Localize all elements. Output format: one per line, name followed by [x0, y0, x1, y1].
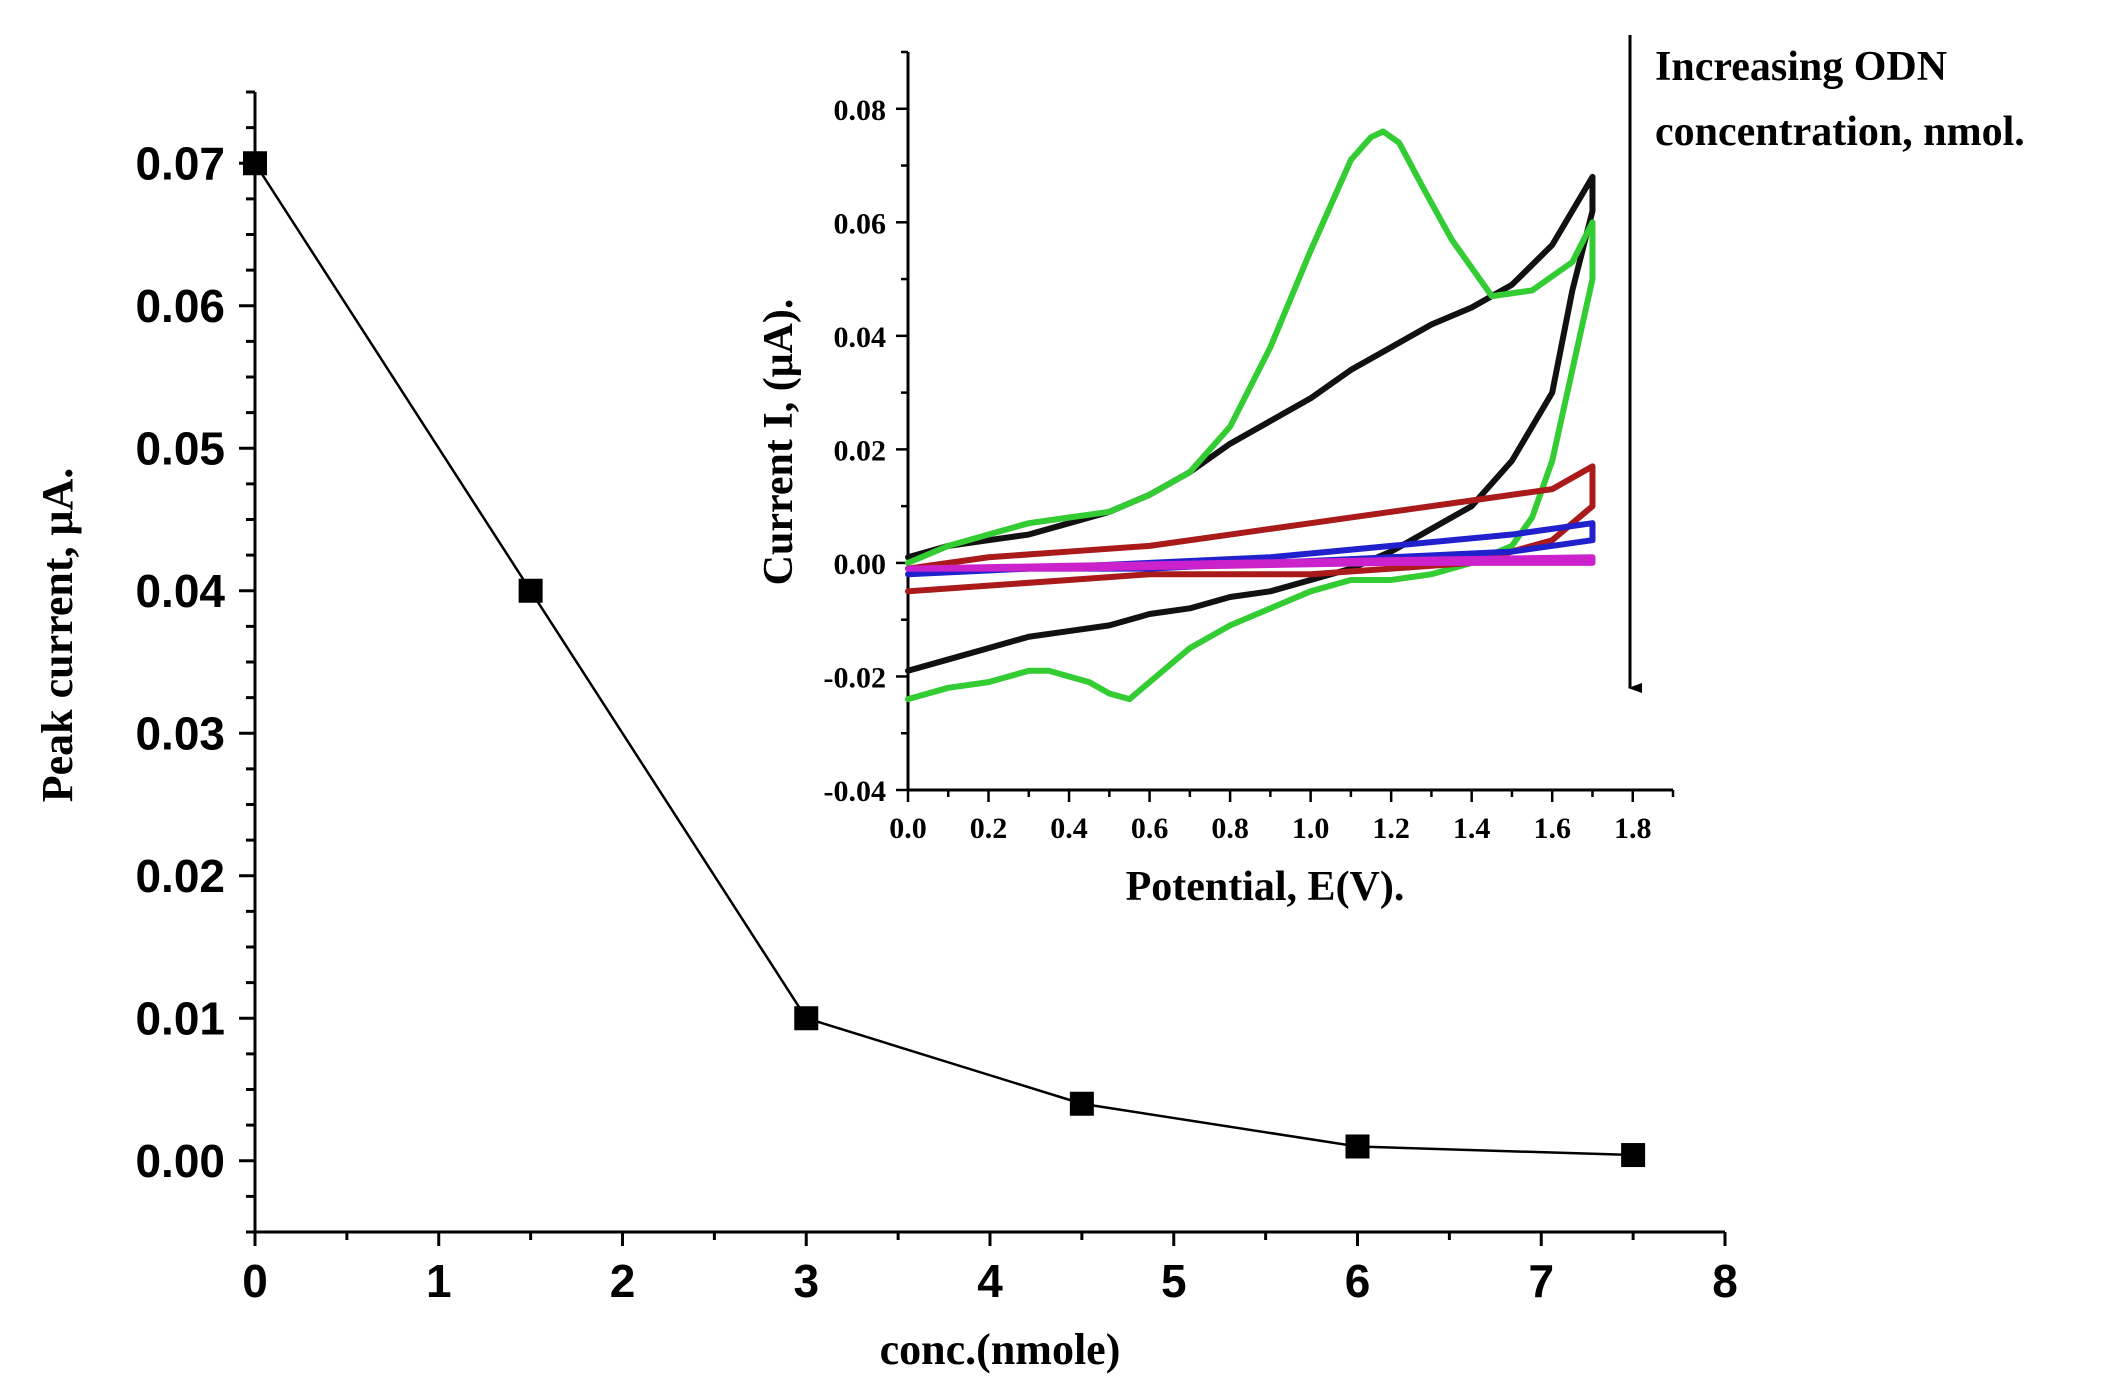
- inset-series-black: [905, 173, 1596, 674]
- inset-y-tick-label: 0.04: [834, 321, 887, 354]
- main-series-line: [253, 162, 1634, 1157]
- main-y-tick-label: 0.07: [135, 137, 225, 189]
- main-x-tick-label: 2: [610, 1255, 636, 1307]
- inset-axes: [906, 52, 1673, 792]
- main-x-tick-label: 5: [1161, 1255, 1187, 1307]
- main-data-point: [1069, 1091, 1094, 1116]
- inset-chart: 0.0 0.2 0.4 0.6 0.8 1.0 1.2 1.4 1.6 1.8 -0.04-0.0…: [756, 35, 2025, 910]
- inset-series-magenta: [905, 554, 1596, 572]
- inset-x-tick-label: 0.6: [1131, 812, 1169, 845]
- inset-series: [905, 128, 1596, 703]
- main-x-tick-label: 0: [242, 1255, 268, 1307]
- inset-y-tick-label: 0.00: [834, 548, 887, 581]
- inset-y-ticks: -0.04 -0.02 0.00 0.02 0.04 0.06 0.08: [824, 50, 908, 808]
- main-y-tick-label: 0.00: [135, 1135, 225, 1187]
- inset-series-green: [905, 128, 1596, 703]
- inset-x-tick-label: 1.8: [1614, 812, 1652, 845]
- main-y-tick-label: 0.02: [135, 850, 225, 902]
- main-y-ticks: 0.00 0.01 0.02 0.03 0.04 0.05 0.06 0.07: [135, 90, 255, 1234]
- main-axes: [253, 92, 1725, 1234]
- inset-x-tick-label: 1.0: [1292, 812, 1330, 845]
- inset-x-tick-label: 0.0: [889, 812, 927, 845]
- inset-x-tick-label: 0.4: [1050, 812, 1088, 845]
- inset-y-tick-label: 0.06: [834, 207, 887, 240]
- main-x-tick-label: 3: [793, 1255, 819, 1307]
- main-x-tick-label: 7: [1528, 1255, 1554, 1307]
- main-x-tick-label: 8: [1712, 1255, 1738, 1307]
- main-y-tick-label: 0.05: [135, 422, 225, 474]
- main-x-tick-label: 6: [1345, 1255, 1371, 1307]
- inset-y-axis-label: Current I, (μA).: [756, 299, 802, 586]
- inset-x-axis-label: Potential, E(V).: [1126, 864, 1405, 910]
- annotation-line-1: Increasing ODN: [1655, 44, 1947, 90]
- inset-y-tick-label: 0.08: [834, 94, 887, 127]
- main-y-tick-label: 0.03: [135, 707, 225, 759]
- main-data-point: [1621, 1143, 1646, 1168]
- main-x-ticks: 0 1 2 3 4 5 6 7 8: [242, 1232, 1738, 1307]
- main-series: [243, 151, 1646, 1168]
- main-y-axis-label: Peak current, μA.: [33, 468, 82, 803]
- main-x-tick-label: 1: [426, 1255, 452, 1307]
- main-data-point: [794, 1006, 819, 1031]
- inset-x-tick-label: 0.2: [970, 812, 1008, 845]
- main-y-tick-label: 0.06: [135, 280, 225, 332]
- inset-x-tick-label: 1.6: [1533, 812, 1571, 845]
- main-y-tick-label: 0.01: [135, 992, 225, 1044]
- inset-y-tick-label: 0.02: [834, 434, 887, 467]
- inset-y-tick-label: -0.02: [824, 661, 887, 694]
- main-x-axis-label: conc.(nmole): [880, 1325, 1121, 1374]
- inset-x-tick-label: 0.8: [1211, 812, 1249, 845]
- inset-series-red: [905, 463, 1596, 595]
- inset-x-tick-label: 1.2: [1372, 812, 1410, 845]
- main-data-point: [518, 578, 543, 603]
- annotation-line-2: concentration, nmol.: [1655, 109, 2025, 155]
- main-x-tick-label: 4: [977, 1255, 1003, 1307]
- inset-x-ticks: 0.0 0.2 0.4 0.6 0.8 1.0 1.2 1.4 1.6 1.8: [889, 790, 1675, 845]
- inset-y-tick-label: -0.04: [824, 775, 887, 808]
- main-y-tick-label: 0.04: [135, 565, 225, 617]
- inset-x-tick-label: 1.4: [1453, 812, 1491, 845]
- main-data-point: [243, 151, 267, 176]
- main-data-point: [1345, 1134, 1370, 1159]
